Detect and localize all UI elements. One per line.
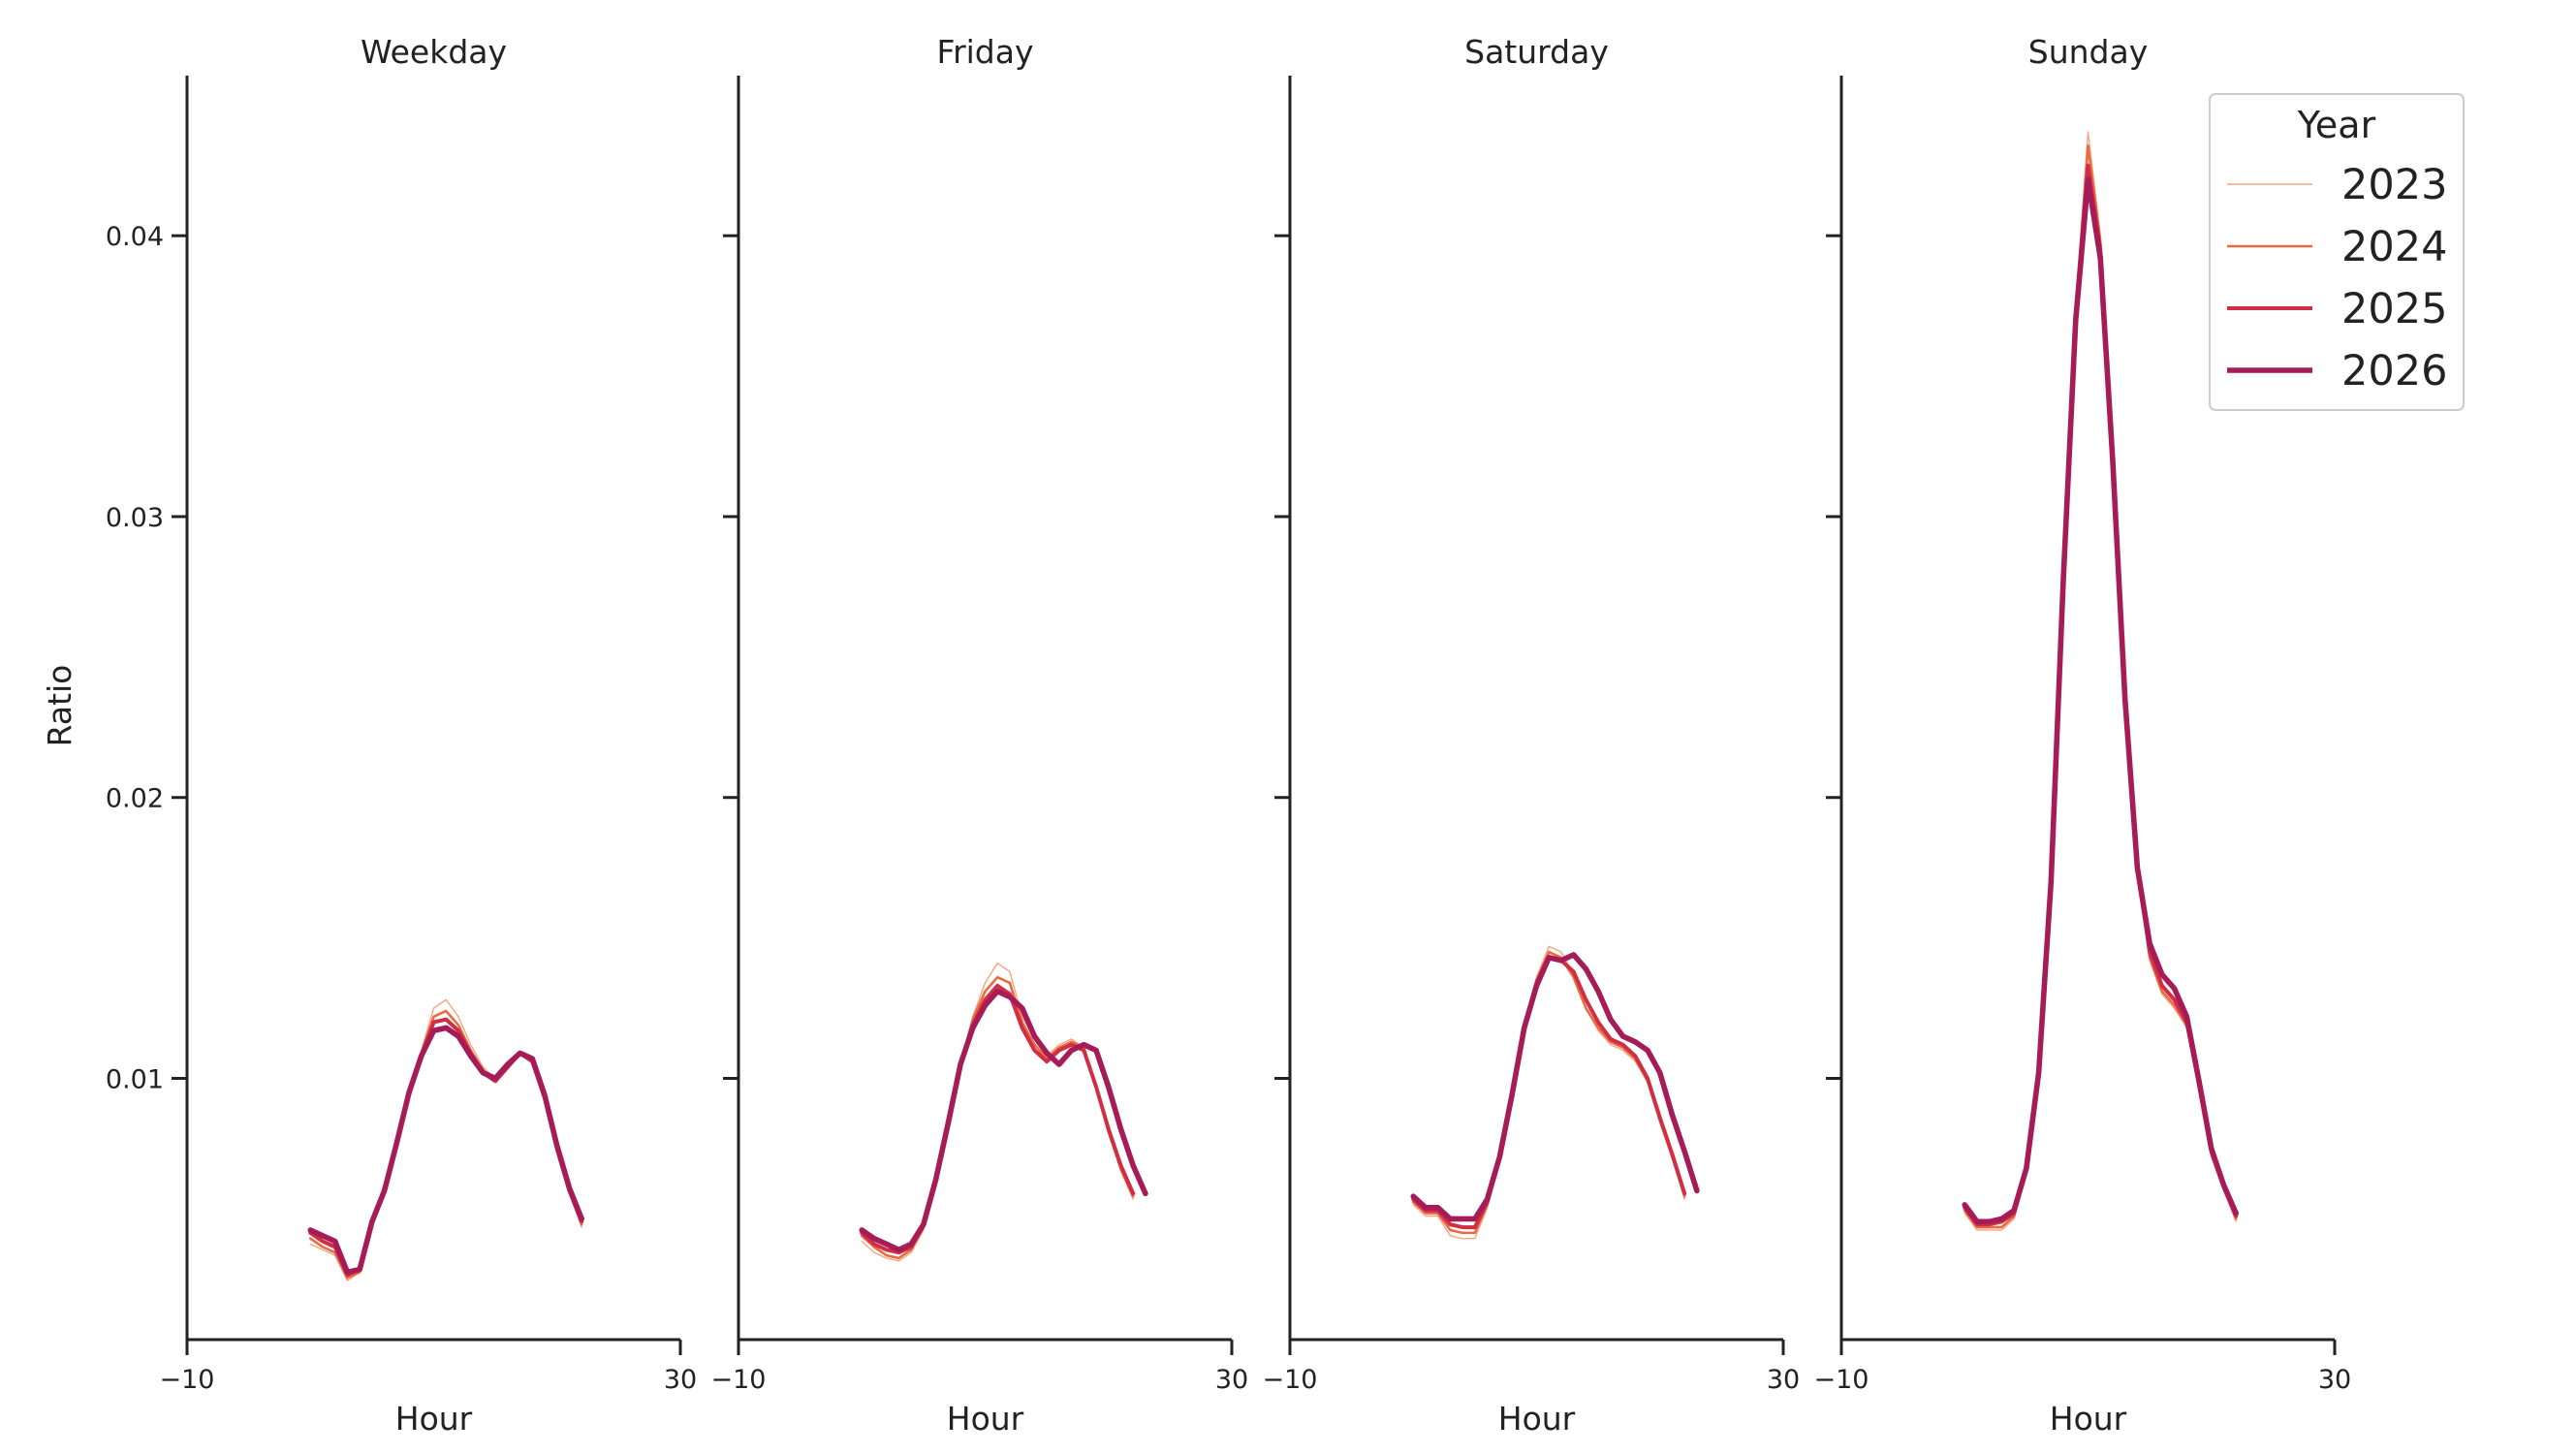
x-tick-label: −10 (1814, 1365, 1869, 1395)
y-tick-label: 0.02 (106, 784, 164, 814)
legend-label: 2023 (2341, 161, 2447, 209)
x-tick-label: 30 (1767, 1365, 1800, 1395)
x-axis-label: Hour (947, 1400, 1024, 1438)
panel-title: Friday (936, 33, 1033, 71)
series-line-2026 (1410, 952, 1700, 1222)
y-axis-label: Ratio (41, 665, 79, 747)
legend-frame (2209, 93, 2465, 411)
x-axis-label: Hour (1498, 1400, 1576, 1438)
x-tick-label: 30 (1215, 1365, 1248, 1395)
panel-sunday: Sunday −10 30 Hour (1814, 33, 2352, 1438)
legend-label: 2026 (2341, 347, 2447, 395)
y-tick-label: 0.03 (106, 503, 164, 533)
legend-label: 2025 (2341, 285, 2447, 333)
x-tick-label: −10 (1263, 1365, 1318, 1395)
y-tick-label: 0.01 (106, 1065, 164, 1095)
x-axis-label: Hour (2050, 1400, 2127, 1438)
x-tick-label: 30 (664, 1365, 697, 1395)
x-tick-label: −10 (711, 1365, 767, 1395)
panel-title: Weekday (361, 33, 507, 71)
x-tick-label: −10 (160, 1365, 215, 1395)
legend: Year 2023 2024 2025 2026 (2209, 93, 2465, 411)
series-line-2026 (1962, 176, 2239, 1225)
panel-weekday: Weekday 0.01 0.02 0.03 0.04 −10 30 Hour (106, 33, 697, 1438)
panel-title: Saturday (1464, 33, 1609, 71)
panel-title: Sunday (2028, 33, 2148, 71)
series-line-2026 (307, 1025, 585, 1276)
x-axis-label: Hour (395, 1400, 473, 1438)
legend-title: Year (2297, 104, 2376, 146)
y-tick-label: 0.04 (106, 222, 164, 252)
panel-saturday: Saturday −10 30 Hour (1263, 33, 1801, 1438)
legend-label: 2024 (2341, 223, 2447, 271)
series-line-2026 (859, 988, 1148, 1253)
x-tick-label: 30 (2318, 1365, 2351, 1395)
panel-friday: Friday −10 30 Hour (711, 33, 1249, 1438)
